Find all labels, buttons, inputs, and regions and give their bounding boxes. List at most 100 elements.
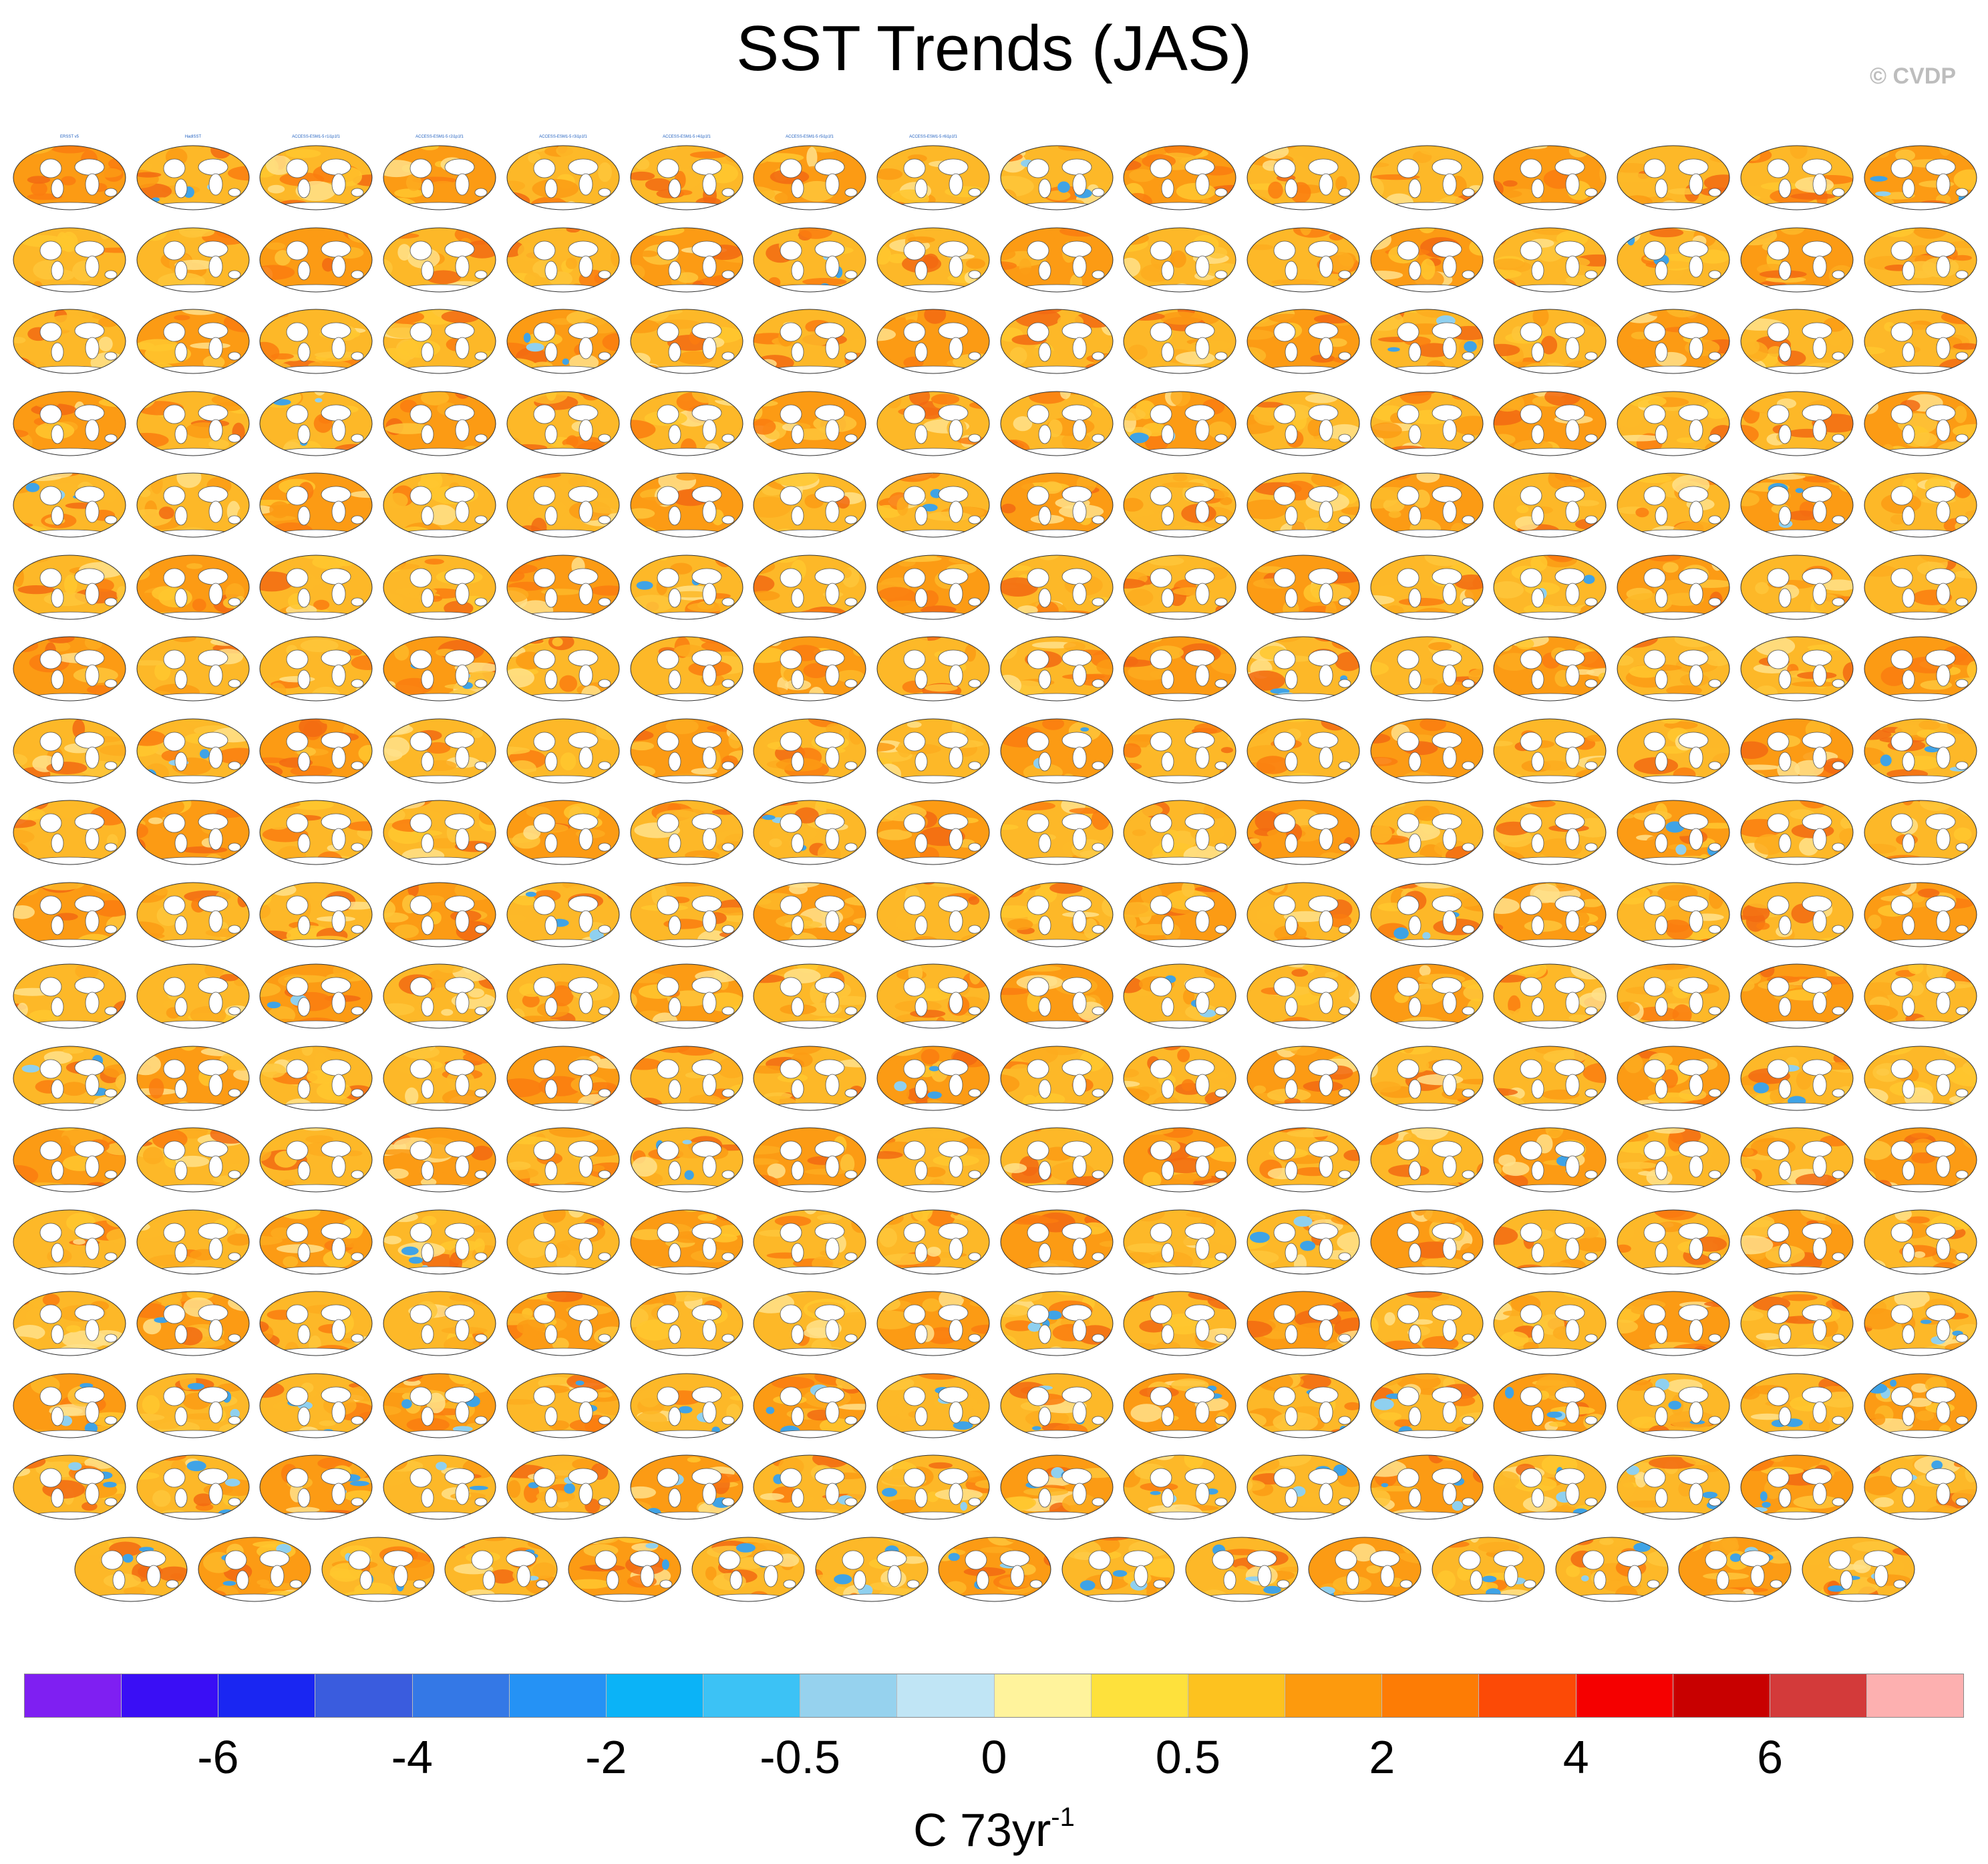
colorbar-swatch <box>1479 1674 1577 1717</box>
map-panel <box>938 1537 1051 1601</box>
map-panel <box>259 227 373 292</box>
map-panel <box>630 718 743 783</box>
map-panel <box>1370 309 1484 374</box>
map-panel <box>1493 145 1607 210</box>
colorbar-tick-label: -2 <box>585 1731 627 1783</box>
map-panel <box>259 1373 373 1438</box>
colorbar-swatch <box>1285 1674 1383 1717</box>
map-panel <box>876 800 990 865</box>
map-panel <box>136 1454 250 1520</box>
map-panel <box>1000 1209 1114 1274</box>
map-panel <box>630 227 743 292</box>
map-panel <box>1370 1454 1484 1520</box>
map-panel: ACCESS-ESM1-5 r4i1p1f1 <box>630 135 743 210</box>
colorbar-swatch <box>509 1674 607 1717</box>
map-panel <box>1123 963 1236 1029</box>
map-panel <box>1493 718 1607 783</box>
map-panel <box>1123 1046 1236 1110</box>
colorbar-swatch <box>412 1674 510 1717</box>
map-panel <box>1493 1373 1607 1438</box>
colorbar-swatch <box>1188 1674 1286 1717</box>
map-panel <box>383 882 496 947</box>
map-panel: ACCESS-ESM1-5 r3i1p1f1 <box>506 135 620 210</box>
map-panel <box>1370 963 1484 1029</box>
map-panel-label: ACCESS-ESM1-5 r6i1p1f1 <box>909 135 957 139</box>
map-panel <box>1370 1291 1484 1356</box>
map-panel <box>1123 1373 1236 1438</box>
map-panel <box>753 963 866 1029</box>
map-panel <box>13 1291 126 1356</box>
map-panel <box>1370 555 1484 619</box>
map-panel <box>1617 636 1730 702</box>
map-panel <box>383 1373 496 1438</box>
map-panel <box>1000 309 1114 374</box>
map-panel: ACCESS-ESM1-5 r1i1p1f1 <box>259 135 373 210</box>
map-panel <box>1493 391 1607 456</box>
map-panel <box>753 227 866 292</box>
map-panel <box>1123 1127 1236 1193</box>
map-panel-label: ACCESS-ESM1-5 r4i1p1f1 <box>663 135 711 139</box>
map-panel <box>259 1209 373 1274</box>
map-panel <box>1740 636 1854 702</box>
map-panel <box>136 963 250 1029</box>
map-panel <box>506 309 620 374</box>
map-panel <box>136 718 250 783</box>
map-panel <box>1617 882 1730 947</box>
colorbar-swatch <box>1673 1674 1770 1717</box>
map-panel <box>259 800 373 865</box>
map-panel <box>876 636 990 702</box>
map-panel-label: ERSST v5 <box>60 135 79 139</box>
map-panel <box>1247 391 1360 456</box>
map-panel <box>198 1537 311 1601</box>
map-panel <box>1247 1046 1360 1110</box>
map-panel <box>259 1127 373 1193</box>
map-panel <box>1000 963 1114 1029</box>
map-panel <box>383 1454 496 1520</box>
map-panel-label: HadISST <box>185 135 202 139</box>
map-panel <box>630 636 743 702</box>
map-panel <box>259 1454 373 1520</box>
map-panel <box>259 472 373 538</box>
map-panel <box>506 555 620 619</box>
map-panel <box>876 1373 990 1438</box>
map-panel <box>1740 1291 1854 1356</box>
map-panel <box>1493 636 1607 702</box>
map-panel <box>630 391 743 456</box>
map-panel <box>876 1127 990 1193</box>
map-panel <box>1740 800 1854 865</box>
colorbar-tick-label: -4 <box>391 1731 433 1783</box>
map-panel <box>74 1537 188 1601</box>
map-panel-grid: ERSST v5 HadISST ACCESS-ESM1-5 r1i1p1f1 ACC… <box>13 135 1977 1601</box>
map-panel-label: ACCESS-ESM1-5 r3i1p1f1 <box>539 135 587 139</box>
map-panel <box>383 1209 496 1274</box>
map-panel <box>1617 1209 1730 1274</box>
map-panel <box>1740 1373 1854 1438</box>
map-panel <box>1617 227 1730 292</box>
map-panel <box>13 1373 126 1438</box>
map-panel <box>136 1127 250 1193</box>
colorbar-tick-label: 6 <box>1757 1731 1784 1783</box>
map-panel <box>506 800 620 865</box>
map-panel <box>630 1373 743 1438</box>
map-panel <box>1123 636 1236 702</box>
map-panel: ACCESS-ESM1-5 r5i1p1f1 <box>753 135 866 210</box>
map-panel <box>1864 882 1977 947</box>
map-panel <box>1617 391 1730 456</box>
map-panel <box>383 800 496 865</box>
map-panel <box>1370 472 1484 538</box>
map-panel <box>1617 1127 1730 1193</box>
map-panel <box>753 718 866 783</box>
map-panel <box>136 1291 250 1356</box>
map-panel <box>1617 718 1730 783</box>
map-panel <box>1123 145 1236 210</box>
map-panel <box>630 1209 743 1274</box>
units-exponent: -1 <box>1051 1803 1075 1832</box>
map-panel <box>1555 1537 1669 1601</box>
map-panel <box>1123 1209 1236 1274</box>
map-panel <box>1617 555 1730 619</box>
map-panel <box>13 1127 126 1193</box>
map-panel <box>1864 636 1977 702</box>
map-panel <box>259 963 373 1029</box>
map-panel <box>1493 227 1607 292</box>
map-panel <box>259 391 373 456</box>
